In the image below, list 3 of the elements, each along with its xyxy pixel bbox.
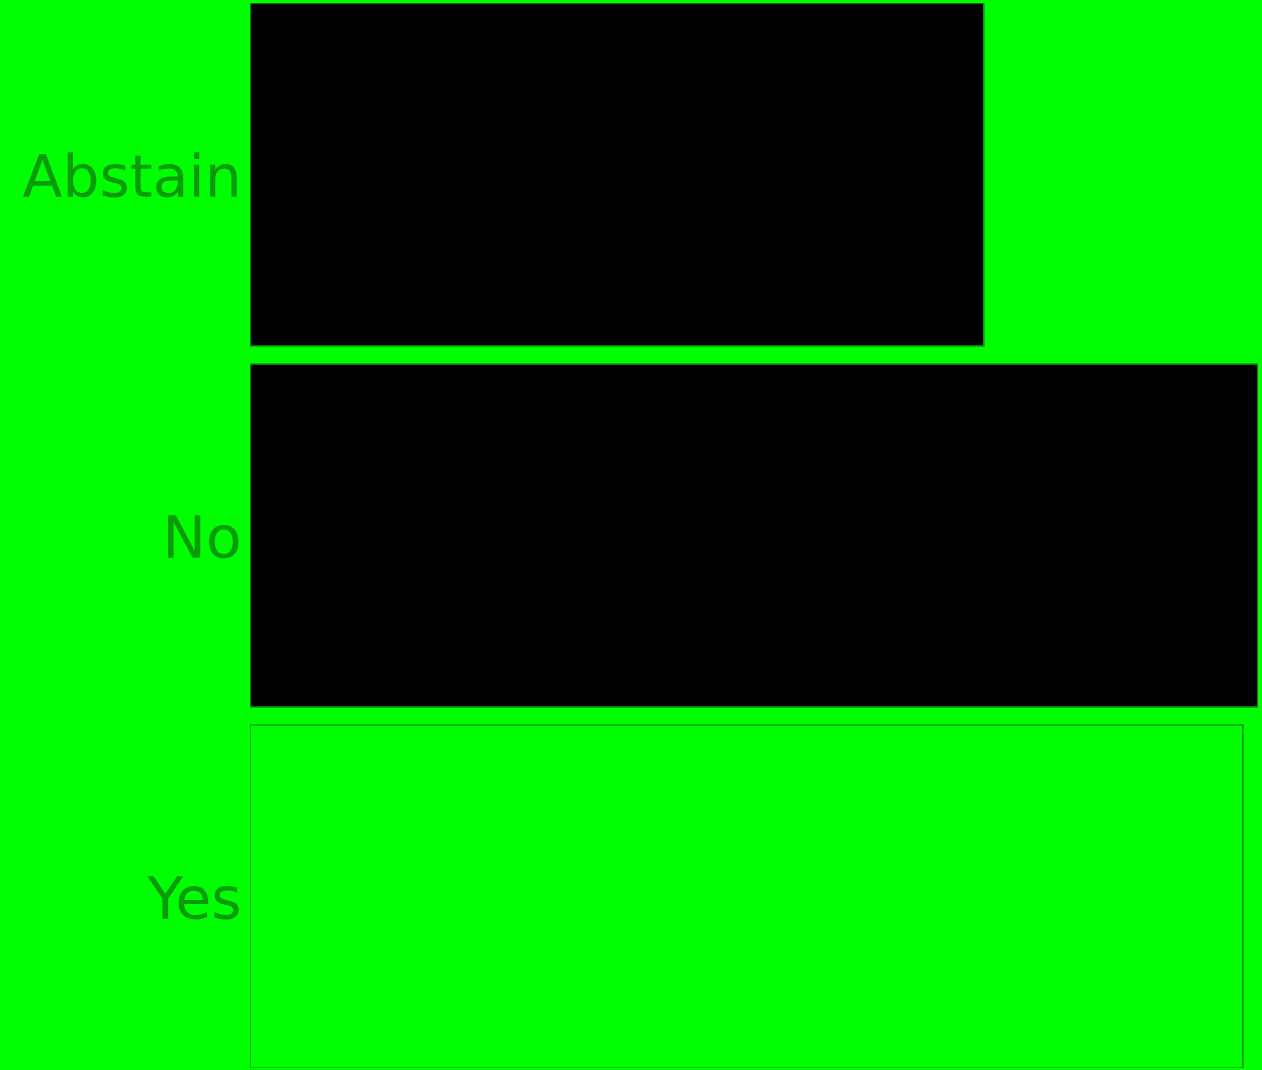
y-tick-label: Yes bbox=[147, 876, 239, 920]
y-tick-label: Abstain bbox=[23, 152, 237, 198]
y-tick-label: No bbox=[168, 515, 239, 559]
